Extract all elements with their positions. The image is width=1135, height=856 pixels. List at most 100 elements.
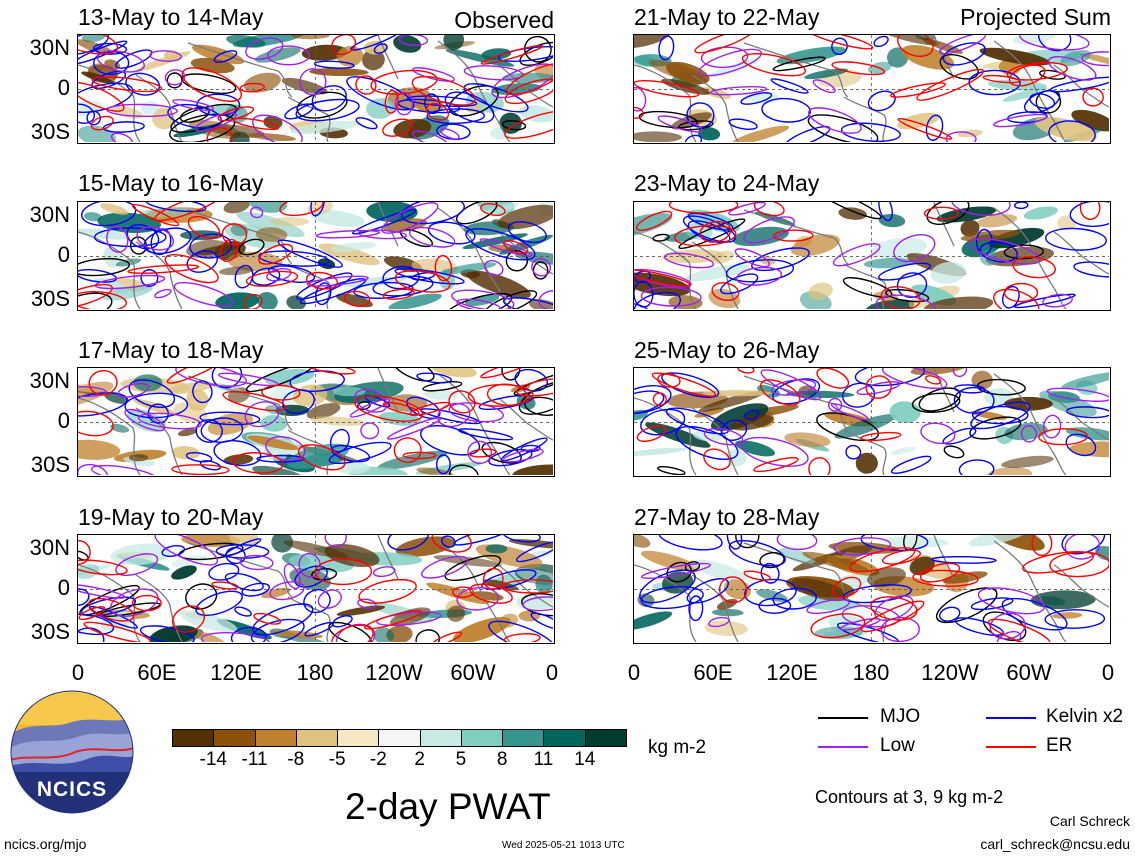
wave-contour (845, 444, 862, 460)
wave-contour (504, 110, 553, 139)
wave-contour (482, 567, 504, 590)
wave-contour (753, 457, 799, 473)
wave-contour (440, 128, 460, 140)
wave-contour (78, 103, 95, 124)
wave-contour (531, 258, 552, 277)
wave-contour (282, 389, 315, 414)
wave-contour (233, 117, 280, 131)
wave-contour (878, 202, 893, 222)
wave-contour (708, 616, 730, 628)
legend-label: MJO (880, 706, 921, 727)
wave-contour (149, 50, 183, 62)
wave-contour (208, 562, 240, 581)
wave-contour (515, 541, 553, 563)
x-tick-label: 120W (921, 660, 979, 685)
wave-contour (979, 241, 1018, 263)
wave-contour (372, 275, 434, 297)
wave-contour (386, 417, 442, 440)
wave-contour (953, 384, 986, 394)
wave-contour (634, 79, 700, 98)
wave-contour (78, 291, 128, 309)
wave-contour (324, 535, 347, 548)
wave-contour (354, 395, 424, 422)
wave-contour (893, 234, 936, 263)
pwat-anomaly-blob (441, 262, 497, 275)
wave-contour (456, 587, 500, 611)
wave-contour (393, 437, 422, 464)
pwat-anomaly-blob (255, 227, 288, 242)
wave-contour (761, 97, 811, 123)
wave-contour (989, 612, 1026, 640)
wave-contour (831, 61, 886, 76)
wave-contour (808, 457, 831, 475)
wave-contour (199, 460, 222, 471)
contour-note: Contours at 3, 9 kg m-2 (815, 787, 1004, 807)
wave-contour (703, 448, 731, 471)
colorbar-tick-label: 8 (496, 749, 508, 770)
wave-contour (258, 250, 330, 267)
wave-contour (776, 535, 818, 551)
wave-contour (897, 35, 934, 58)
pwat-anomaly-blob (1052, 612, 1083, 619)
wave-contour (424, 93, 441, 115)
wave-contour (860, 600, 925, 633)
wave-contour (718, 576, 748, 604)
wave-contour (78, 385, 107, 398)
wave-contour (444, 554, 502, 582)
y-tick-label: 30S (30, 286, 70, 311)
pwat-anomaly-blob (173, 402, 208, 424)
pwat-anomaly-blob (337, 461, 370, 475)
coastline (743, 542, 849, 598)
wave-contour (102, 121, 145, 133)
wave-contour (1013, 293, 1076, 309)
pwat-anomaly-blob (855, 452, 878, 474)
wave-contour (145, 202, 207, 213)
wave-contour (506, 62, 553, 96)
wave-contour (173, 281, 234, 308)
pwat-anomaly-blob (645, 422, 711, 448)
wave-contour (425, 102, 450, 121)
wave-contour (880, 286, 921, 309)
wave-contour (78, 463, 109, 475)
wave-contour (299, 68, 327, 96)
panel-field (78, 535, 553, 642)
wave-contour (110, 132, 134, 142)
wave-contour (245, 37, 284, 60)
wave-contour (185, 451, 213, 463)
pwat-anomaly-blob (979, 47, 1050, 66)
wave-contour (500, 437, 548, 462)
wave-contour (1082, 87, 1104, 107)
pwat-anomaly-blob (177, 428, 198, 437)
wave-contour (634, 291, 682, 309)
pwat-anomaly-blob (498, 613, 519, 628)
wave-contour (357, 229, 407, 240)
wave-contour (1073, 261, 1109, 278)
wave-contour (452, 586, 474, 599)
wave-contour (249, 206, 264, 219)
wave-contour (415, 629, 441, 642)
wave-contour (875, 294, 936, 309)
pwat-anomaly-blob (529, 550, 553, 558)
wave-contour (479, 238, 533, 257)
pwat-anomaly-blob (725, 448, 747, 467)
wave-contour (136, 226, 175, 251)
wave-contour (873, 35, 889, 48)
colorbar-segment (213, 729, 256, 747)
wave-contour (161, 545, 186, 557)
pwat-anomaly-blob (515, 251, 553, 266)
wave-contour (90, 464, 158, 475)
pwat-anomaly-blob (1060, 49, 1091, 67)
pwat-anomaly-blob (808, 282, 833, 300)
wave-contour (806, 598, 850, 615)
wave-contour (784, 125, 831, 142)
wave-contour (635, 210, 673, 231)
wave-contour (279, 202, 324, 217)
wave-contour (124, 392, 189, 419)
pwat-anomaly-blob (310, 209, 365, 227)
x-tick-label: 120W (365, 660, 423, 685)
wave-contour (382, 401, 420, 416)
wave-contour (486, 383, 528, 407)
units-label: kg m-2 (648, 737, 707, 758)
pwat-anomaly-blob (518, 610, 540, 622)
